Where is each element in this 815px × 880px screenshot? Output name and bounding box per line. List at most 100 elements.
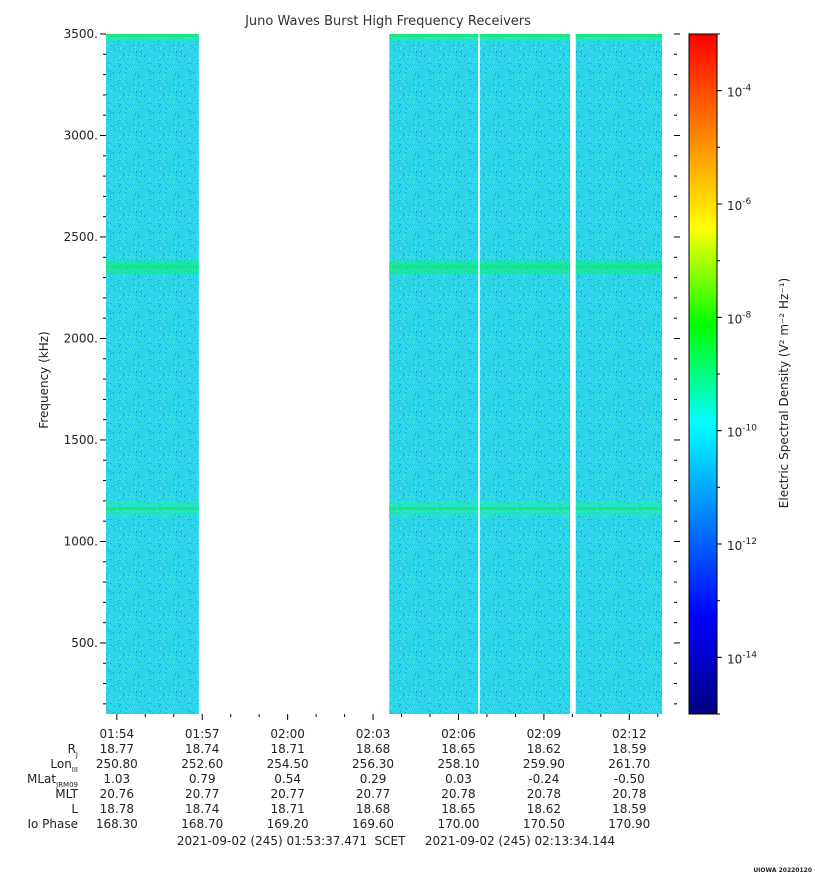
x-tick-label: 02:00 — [270, 727, 305, 741]
colorbar-tick-label: 10-14 — [727, 650, 757, 666]
colorbar-tick-exponent: -10 — [742, 424, 757, 434]
x-tick-label: 01:54 — [100, 727, 135, 741]
ephemeris-value: 18.71 — [270, 802, 304, 816]
ephemeris-value: 170.50 — [523, 817, 565, 831]
ephemeris-value: 20.78 — [527, 787, 561, 801]
footer-start-time: 2021-09-02 (245) 01:53:37.471 — [177, 834, 367, 848]
x-tick-label: 01:57 — [185, 727, 220, 741]
y-tick-label: 1000. — [64, 534, 98, 548]
emission-band — [389, 34, 479, 41]
emission-band — [479, 34, 571, 41]
y-axis-label: Frequency (kHz) — [37, 331, 51, 428]
colorbar-tick-exponent: -14 — [742, 650, 757, 660]
ephemeris-value: 20.78 — [612, 787, 646, 801]
footer-scet-label: SCET — [375, 834, 407, 848]
chart-title: Juno Waves Burst High Frequency Receiver… — [244, 14, 531, 29]
ephemeris-value: 18.59 — [612, 742, 646, 756]
colorbar-tick-label: 10-4 — [727, 84, 752, 100]
ephemeris-label-text: MLat — [27, 772, 56, 786]
ephemeris-value: 252.60 — [181, 757, 223, 771]
y-tick-label: 2000. — [64, 331, 98, 345]
ephemeris-value: 0.03 — [445, 772, 472, 786]
colorbar-tick-label: 10-6 — [727, 197, 752, 213]
ephemeris-value: -0.50 — [614, 772, 645, 786]
ephemeris-value: 20.77 — [185, 787, 219, 801]
ephemeris-value: 20.77 — [356, 787, 390, 801]
ephemeris-label-subscript: J — [75, 751, 78, 759]
ephemeris-value: 0.29 — [360, 772, 387, 786]
spectrogram-segment — [389, 34, 479, 714]
emission-band-core — [106, 265, 199, 269]
ephemeris-row-label: LonIII — [50, 757, 78, 774]
ephemeris-value: 169.60 — [352, 817, 394, 831]
x-tick-label: 02:09 — [527, 727, 562, 741]
ephemeris-value: 256.30 — [352, 757, 394, 771]
ephemeris-value: 18.65 — [441, 742, 475, 756]
ephemeris-value: 261.70 — [608, 757, 650, 771]
x-axis: 01:54 01:57 02:00 02:03 02:06 02:09 02:12 — [100, 714, 659, 741]
colorbar: 10-4 10-6 10-8 10-10 10-12 10-14 — [688, 33, 757, 715]
data-segments — [106, 34, 663, 714]
ephemeris-value: 18.68 — [356, 802, 390, 816]
segment-background — [575, 34, 663, 714]
ephemeris-label-text: Io Phase — [27, 817, 78, 831]
ephemeris-value: 0.79 — [189, 772, 216, 786]
ephemeris-value: 170.90 — [608, 817, 650, 831]
spectrogram-plot — [106, 34, 674, 714]
ephemeris-value: -0.24 — [528, 772, 559, 786]
footer-end-time: 2021-09-02 (245) 02:13:34.144 — [425, 834, 615, 848]
x-tick-label: 02:06 — [441, 727, 476, 741]
ephemeris-value: 259.90 — [523, 757, 565, 771]
emission-band — [106, 34, 199, 41]
colorbar-tick-exponent: -12 — [742, 537, 757, 547]
emission-band-core — [479, 506, 571, 510]
emission-band-core — [389, 265, 479, 269]
y-tick-label: 500. — [71, 636, 98, 650]
ephemeris-value: 18.74 — [185, 742, 219, 756]
ephemeris-label-text: Lon — [50, 757, 71, 771]
emission-band-core — [575, 506, 663, 510]
colorbar-tick-exponent: -6 — [742, 197, 751, 207]
y-axis: 3500. 3000. 2500. 2000. 1500. 1000. 500. — [64, 27, 680, 705]
emission-band-core — [389, 506, 479, 510]
emission-band-core — [106, 34, 199, 37]
emission-band-core — [575, 265, 663, 269]
ephemeris-value: 18.65 — [441, 802, 475, 816]
x-tick-label: 02:12 — [612, 727, 647, 741]
emission-band-core — [479, 34, 571, 37]
ephemeris-value: 18.74 — [185, 802, 219, 816]
y-tick-label: 3000. — [64, 128, 98, 142]
y-tick-label: 3500. — [64, 27, 98, 41]
ephemeris-value: 18.68 — [356, 742, 390, 756]
credit-stamp: UIOWA 20220120 — [753, 867, 812, 874]
ephemeris-value: 1.03 — [103, 772, 130, 786]
ephemeris-row-label: L — [71, 802, 78, 816]
ephemeris-row-label: Io Phase — [27, 817, 78, 831]
ephemeris-value: 250.80 — [96, 757, 138, 771]
spectrogram-segment — [106, 34, 199, 714]
ephemeris-value: 18.77 — [100, 742, 134, 756]
y-tick-label: 2500. — [64, 230, 98, 244]
spectrogram-segment — [575, 34, 663, 714]
x-tick-label: 02:03 — [356, 727, 391, 741]
ephemeris-value: 18.59 — [612, 802, 646, 816]
y-tick-label: 1500. — [64, 433, 98, 447]
ephemeris-value: 20.76 — [100, 787, 134, 801]
colorbar-tick-label: 10-10 — [727, 424, 757, 440]
colorbar-scale — [688, 33, 718, 715]
colorbar-tick-label: 10-12 — [727, 537, 757, 553]
ephemeris-label-subscript: III — [72, 766, 78, 774]
colorbar-tick-exponent: -4 — [742, 84, 751, 94]
segment-background — [479, 34, 571, 714]
ephemeris-row-label: MLatJRM09 — [27, 772, 78, 789]
ephemeris-value: 258.10 — [437, 757, 479, 771]
ephemeris-label-text: R — [68, 742, 76, 756]
emission-band-core — [106, 506, 199, 510]
emission-band-core — [479, 265, 571, 269]
ephemeris-value: 169.20 — [267, 817, 309, 831]
ephemeris-label-text: MLT — [55, 787, 78, 801]
segment-background — [106, 34, 199, 714]
colorbar-ticks: 10-4 10-6 10-8 10-10 10-12 10-14 — [717, 33, 757, 715]
colorbar-label: Electric Spectral Density (V² m⁻² Hz⁻¹) — [777, 278, 791, 508]
